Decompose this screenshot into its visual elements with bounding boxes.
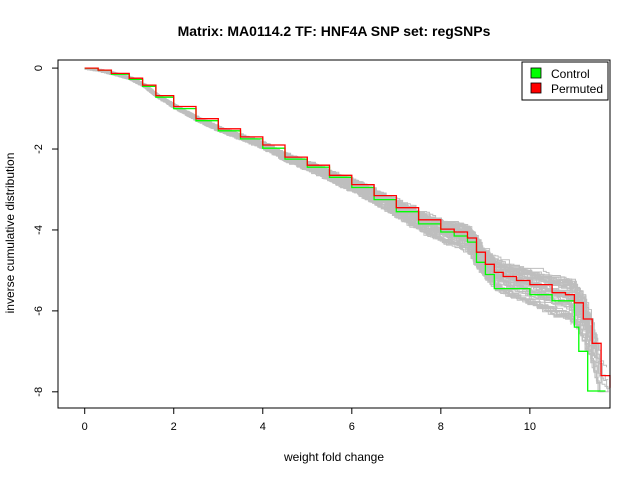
series-line-permuted [84, 67, 611, 388]
series-group [84, 67, 611, 392]
x-axis-label: weight fold change [283, 450, 384, 464]
x-tick-label: 0 [82, 421, 88, 433]
y-tick-label: -6 [33, 306, 45, 316]
x-tick-label: 10 [524, 421, 536, 433]
legend-swatch-control [530, 67, 542, 79]
x-axis: 0 2 4 6 8 10 [82, 408, 536, 433]
legend-label-permuted: Permuted [551, 82, 603, 96]
legend-swatch-permuted [530, 82, 542, 94]
legend-label-control: Control [551, 67, 590, 81]
legend: Control Permuted [521, 61, 609, 101]
x-tick-label: 6 [349, 421, 355, 433]
y-axis-label: inverse cumulative distribution [3, 153, 17, 314]
y-tick-label: 0 [33, 65, 45, 71]
x-tick-label: 2 [171, 421, 177, 433]
chart-title: Matrix: MA0114.2 TF: HNF4A SNP set: regS… [178, 23, 491, 39]
y-tick-label: -2 [33, 144, 45, 154]
x-tick-label: 4 [260, 421, 266, 433]
x-tick-label: 8 [438, 421, 444, 433]
background-series-line [84, 67, 601, 390]
y-axis: 0 -2 -4 -6 -8 [33, 65, 58, 397]
y-tick-label: -8 [33, 387, 45, 397]
y-tick-label: -4 [33, 225, 45, 235]
series-line-control [84, 67, 606, 392]
background-series-line [84, 67, 594, 370]
background-series-line [84, 68, 576, 324]
plot-frame [57, 59, 611, 409]
